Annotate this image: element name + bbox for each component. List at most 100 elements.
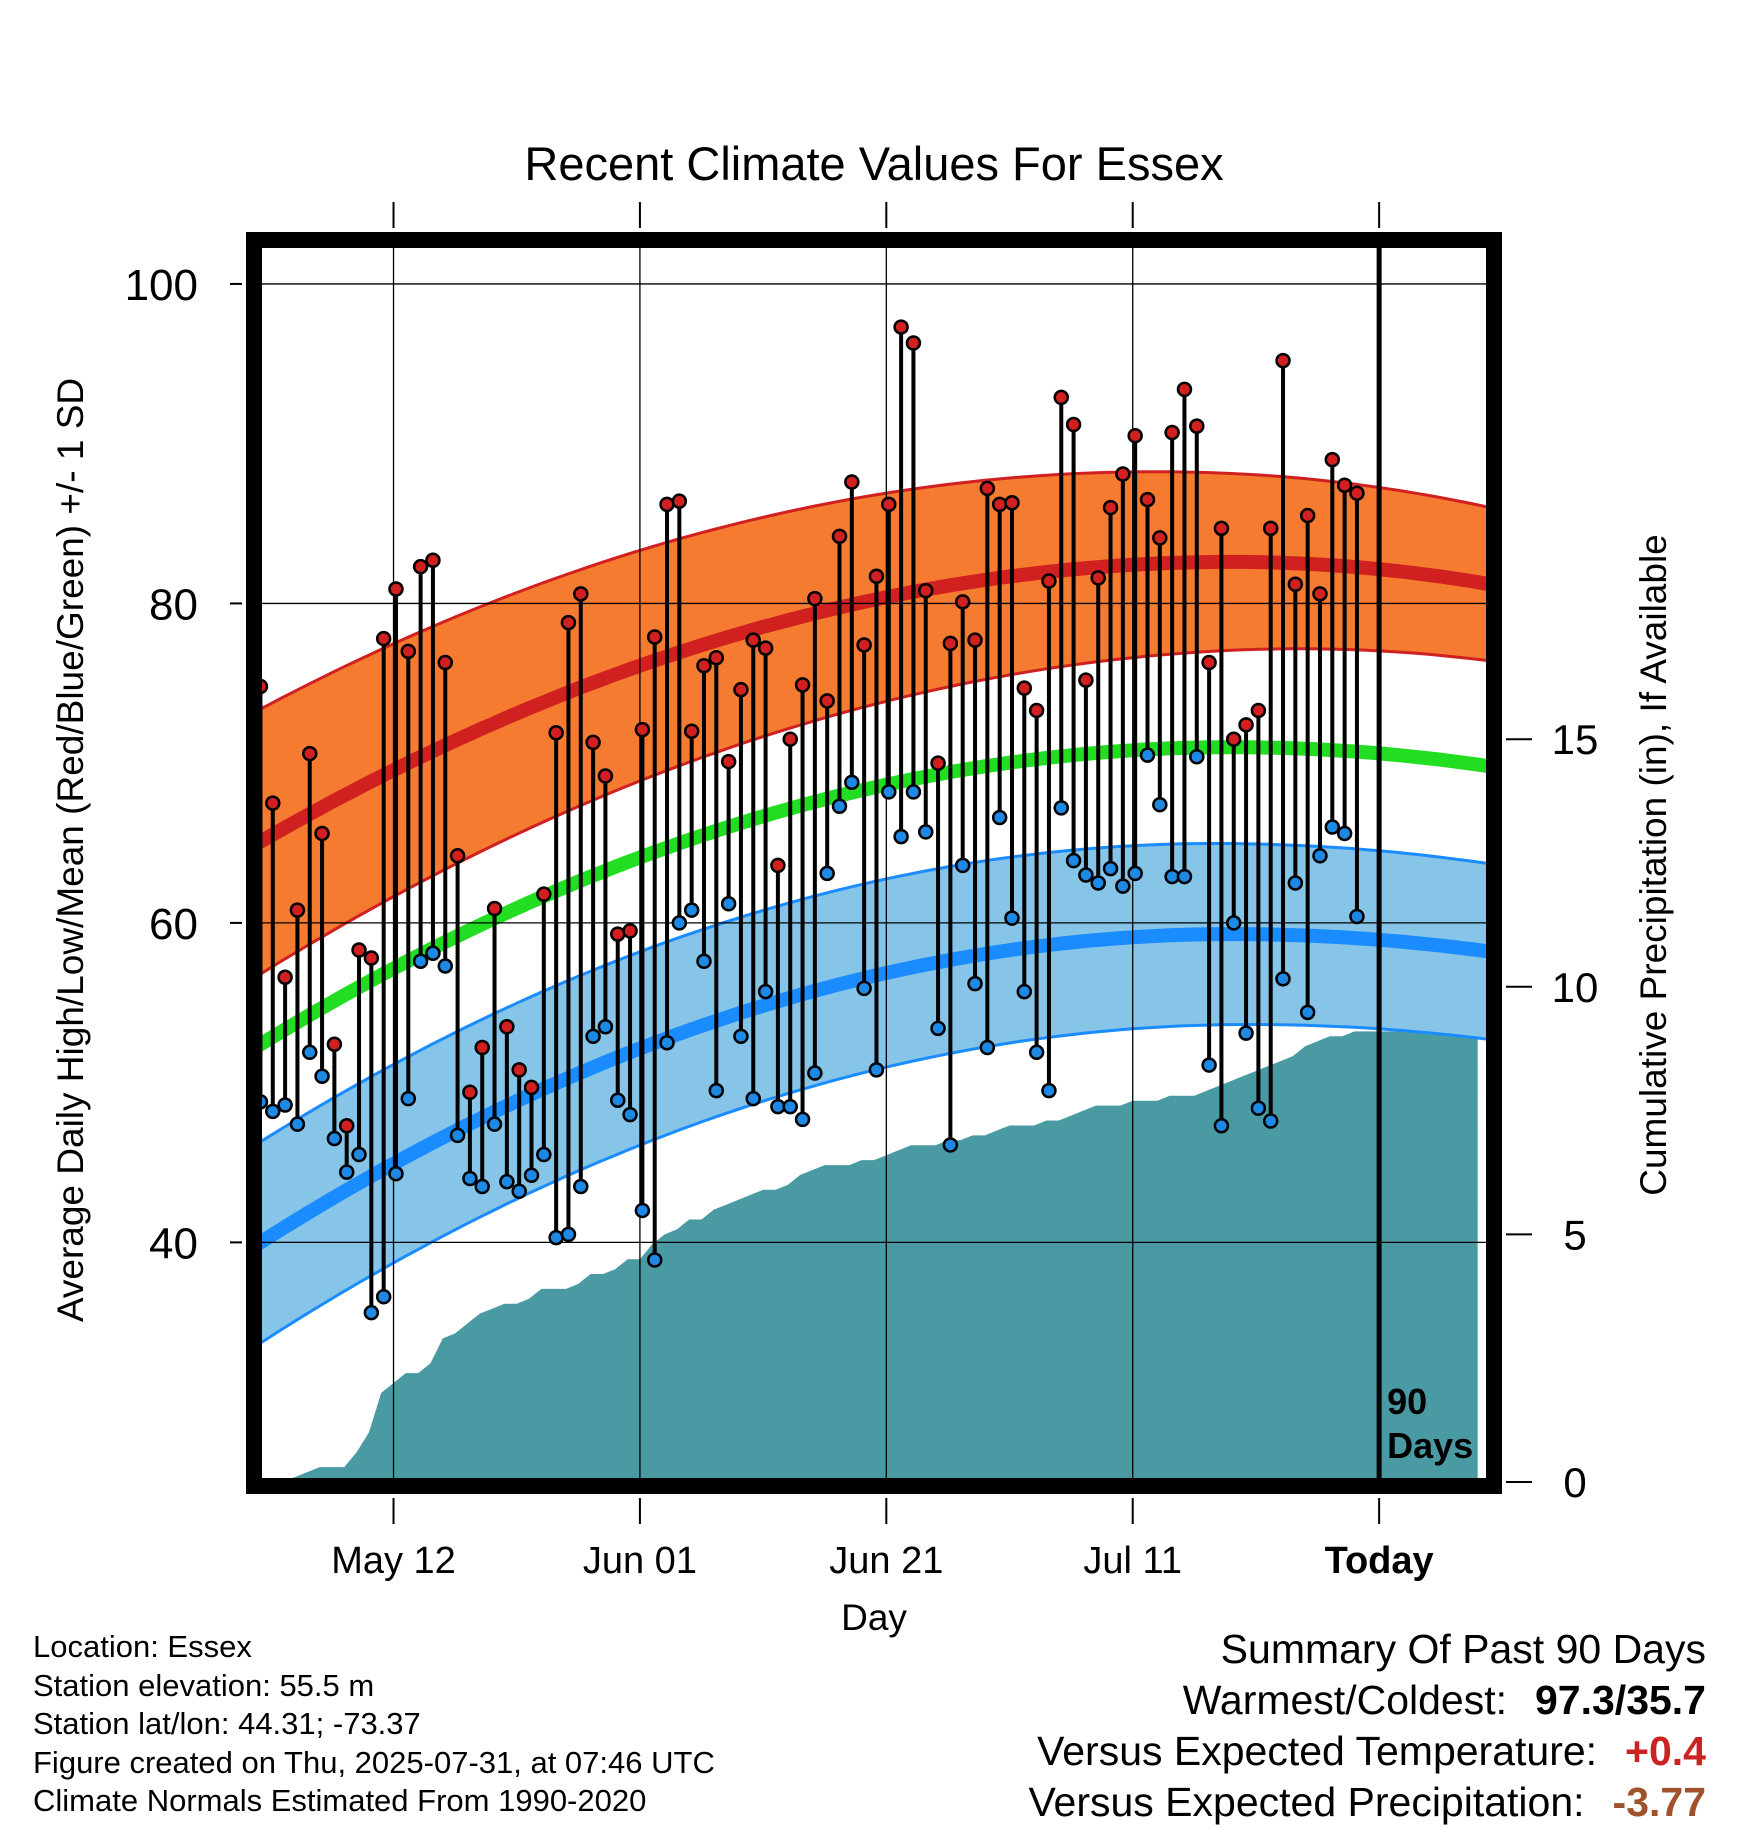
warm-cold-value: 97.3/35.7	[1535, 1677, 1706, 1723]
daily-low-point	[720, 895, 737, 912]
daily-low-point	[338, 1164, 355, 1180]
daily-low-point	[1090, 875, 1106, 891]
daily-low-point	[770, 1098, 786, 1115]
daily-high-point	[634, 721, 651, 738]
daily-high-point	[1349, 485, 1365, 501]
daily-low-point	[807, 1065, 823, 1081]
daily-low-point	[671, 915, 688, 931]
daily-low-point	[1213, 1118, 1230, 1134]
daily-high-point	[1041, 573, 1057, 589]
daily-high-point	[1115, 466, 1131, 482]
daily-low-point	[905, 784, 922, 800]
daily-low-point	[1324, 819, 1341, 835]
daily-low-point	[954, 857, 971, 874]
warm-cold-label: Warmest/Coldest:	[1182, 1677, 1507, 1723]
daily-low-point	[265, 1103, 281, 1120]
summary-precip: Versus Expected Precipitation: -3.77	[1028, 1777, 1706, 1828]
daily-low-point	[881, 784, 897, 800]
daily-high-point	[511, 1062, 527, 1078]
daily-low-point	[597, 1018, 614, 1035]
daily-low-point	[683, 902, 700, 918]
daily-low-point	[646, 1252, 663, 1268]
daily-low-point	[1225, 915, 1242, 931]
daily-low-point	[622, 1106, 638, 1123]
daily-low-point	[363, 1304, 380, 1321]
plot-area	[258, 244, 1490, 1482]
daily-low-point	[437, 958, 454, 974]
daily-low-point	[1041, 1082, 1057, 1099]
daily-low-point	[388, 1165, 404, 1182]
daily-low-point	[1152, 796, 1168, 813]
daily-high-point	[597, 768, 614, 784]
daily-high-point	[1287, 576, 1304, 593]
daily-low-point	[708, 1082, 725, 1099]
daily-low-point	[893, 828, 909, 845]
daily-low-point	[659, 1034, 675, 1051]
daily-low-point	[831, 798, 848, 815]
precipitation-area	[258, 1031, 1478, 1482]
daily-low-point	[351, 1146, 367, 1163]
x-tick-label: May 12	[331, 1540, 456, 1582]
daily-high-point	[474, 1039, 490, 1056]
daily-low-point	[745, 1090, 762, 1107]
daily-high-point	[338, 1118, 355, 1134]
daily-high-point	[449, 848, 466, 864]
daily-low-point	[1238, 1025, 1254, 1041]
temp-label: Versus Expected Temperature:	[1037, 1728, 1598, 1774]
daily-low-point	[1189, 749, 1205, 765]
y-tick-label: 60	[149, 900, 198, 949]
daily-low-point	[573, 1178, 589, 1195]
daily-low-point	[449, 1127, 466, 1144]
daily-high-point	[868, 568, 885, 585]
daily-high-point	[856, 637, 872, 653]
normal-low-band	[258, 843, 1490, 1345]
daily-high-point	[831, 528, 848, 545]
daily-high-point	[1201, 654, 1217, 671]
chart-title: Recent Climate Values For Essex	[524, 137, 1223, 190]
y2-tick-label: 15	[1552, 716, 1599, 763]
daily-low-point	[1349, 908, 1365, 925]
daily-high-point	[1324, 451, 1341, 468]
daily-low-point	[733, 1028, 749, 1045]
daily-high-point	[375, 630, 392, 647]
today-marker-label-line1: 90	[1387, 1381, 1427, 1422]
plot-frame	[246, 232, 1502, 1494]
today-marker-label-line2: Days	[1387, 1425, 1473, 1466]
daily-high-point	[1004, 495, 1020, 511]
daily-low-point	[1201, 1057, 1217, 1073]
daily-high-point	[1016, 680, 1033, 696]
latlon-text: Station lat/lon: 44.31; -73.37	[33, 1706, 421, 1741]
daily-high-point	[659, 496, 675, 513]
daily-low-point	[536, 1146, 552, 1163]
daily-low-point	[560, 1226, 577, 1243]
y2-tick-label: 5	[1563, 1211, 1586, 1258]
daily-low-point	[696, 953, 712, 969]
daily-high-point	[622, 923, 638, 939]
daily-high-point	[1139, 491, 1156, 508]
daily-high-point	[1213, 520, 1230, 537]
daily-high-point	[1299, 507, 1316, 524]
daily-high-point	[733, 681, 749, 698]
daily-low-point	[548, 1229, 564, 1246]
daily-low-point	[1250, 1100, 1267, 1116]
daily-high-point	[683, 723, 700, 739]
daily-high-point	[1238, 717, 1254, 733]
normal-high-band	[258, 471, 1490, 976]
y-tick-label: 80	[149, 580, 198, 629]
daily-low-point	[375, 1288, 392, 1305]
daily-low-point	[991, 809, 1008, 826]
daily-low-point	[301, 1044, 318, 1061]
location-text: Location: Essex	[33, 1629, 252, 1664]
daily-low-point	[856, 980, 872, 997]
daily-high-point	[277, 969, 293, 985]
daily-low-point	[979, 1039, 996, 1056]
daily-high-point	[363, 950, 380, 966]
daily-low-point	[930, 1020, 946, 1037]
daily-low-point	[1115, 878, 1131, 894]
elevation-text: Station elevation: 55.5 m	[33, 1667, 375, 1703]
daily-low-point	[942, 1137, 959, 1153]
y2-tick-label: 0	[1563, 1459, 1586, 1506]
daily-low-point	[499, 1173, 515, 1190]
daily-high-point	[794, 677, 811, 693]
y-tick-label: 100	[125, 261, 198, 310]
